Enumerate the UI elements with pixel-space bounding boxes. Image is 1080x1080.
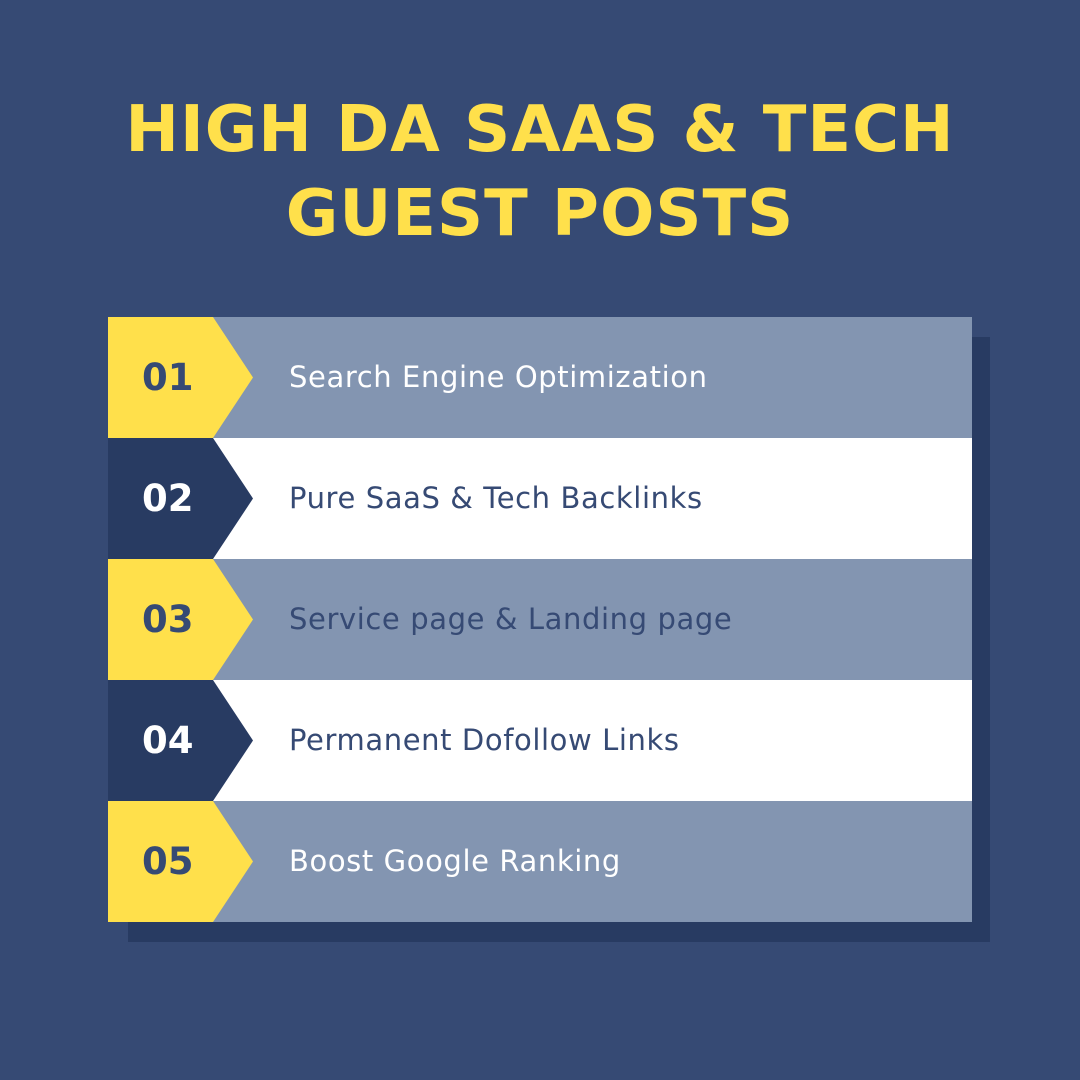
list-item: 01 Search Engine Optimization bbox=[108, 317, 972, 438]
headline-line-1: HIGH DA SAAS & TECH bbox=[125, 93, 955, 167]
item-label: Search Engine Optimization bbox=[289, 360, 708, 394]
chevron-badge: 01 bbox=[108, 317, 253, 438]
headline-line-2: GUEST POSTS bbox=[285, 177, 795, 251]
list-item: 02 Pure SaaS & Tech Backlinks bbox=[108, 438, 972, 559]
list-item: 04 Permanent Dofollow Links bbox=[108, 680, 972, 801]
item-label: Boost Google Ranking bbox=[289, 844, 621, 878]
item-number: 05 bbox=[142, 840, 194, 883]
chevron-badge: 03 bbox=[108, 559, 253, 680]
chevron-badge: 02 bbox=[108, 438, 253, 559]
item-label: Service page & Landing page bbox=[289, 602, 733, 636]
item-label: Permanent Dofollow Links bbox=[289, 723, 680, 757]
feature-list: 01 Search Engine Optimization 02 Pure Sa… bbox=[108, 317, 972, 922]
chevron-badge: 04 bbox=[108, 680, 253, 801]
item-number: 04 bbox=[142, 719, 194, 762]
headline: HIGH DA SAAS & TECH GUEST POSTS bbox=[0, 88, 1080, 256]
list-item: 05 Boost Google Ranking bbox=[108, 801, 972, 922]
chevron-badge: 05 bbox=[108, 801, 253, 922]
item-number: 03 bbox=[142, 598, 194, 641]
item-label: Pure SaaS & Tech Backlinks bbox=[289, 481, 703, 515]
item-number: 01 bbox=[142, 356, 194, 399]
item-number: 02 bbox=[142, 477, 194, 520]
list-item: 03 Service page & Landing page bbox=[108, 559, 972, 680]
